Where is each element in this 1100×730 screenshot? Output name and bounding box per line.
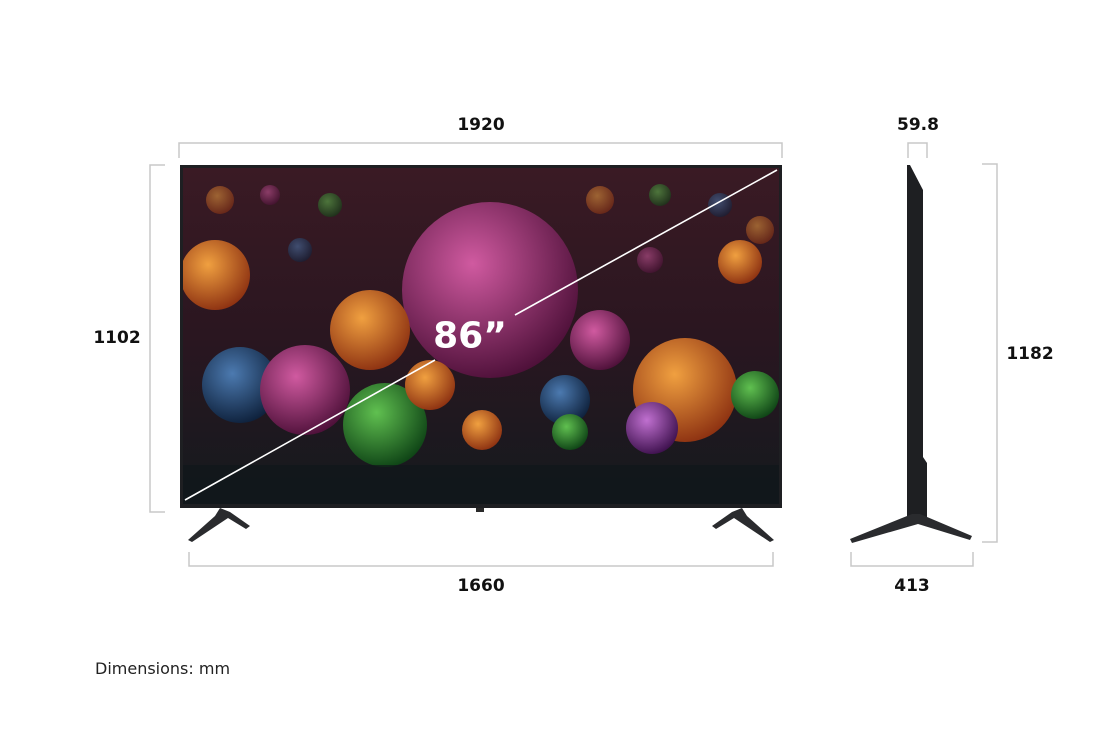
side-depth-label: 59.8 <box>897 115 939 135</box>
stand-width-label: 1660 <box>457 576 505 596</box>
diagonal-line <box>514 169 778 316</box>
diagonal-line <box>184 359 436 501</box>
front-width-label: 1920 <box>457 115 505 135</box>
front-height-label: 1102 <box>93 328 141 348</box>
tv-side-view <box>850 165 972 543</box>
tv-front-view <box>180 165 782 542</box>
stand-depth-label: 413 <box>894 576 930 596</box>
tv-side-stand <box>850 514 972 543</box>
tv-stand-left <box>188 508 250 542</box>
dimension-lines <box>149 142 998 567</box>
tv-logo <box>476 508 484 512</box>
units-note: Dimensions: mm <box>95 659 231 678</box>
tv-stand-right <box>712 508 774 542</box>
side-height-label: 1182 <box>1006 344 1054 364</box>
screen-size-label: 86” <box>433 315 507 357</box>
